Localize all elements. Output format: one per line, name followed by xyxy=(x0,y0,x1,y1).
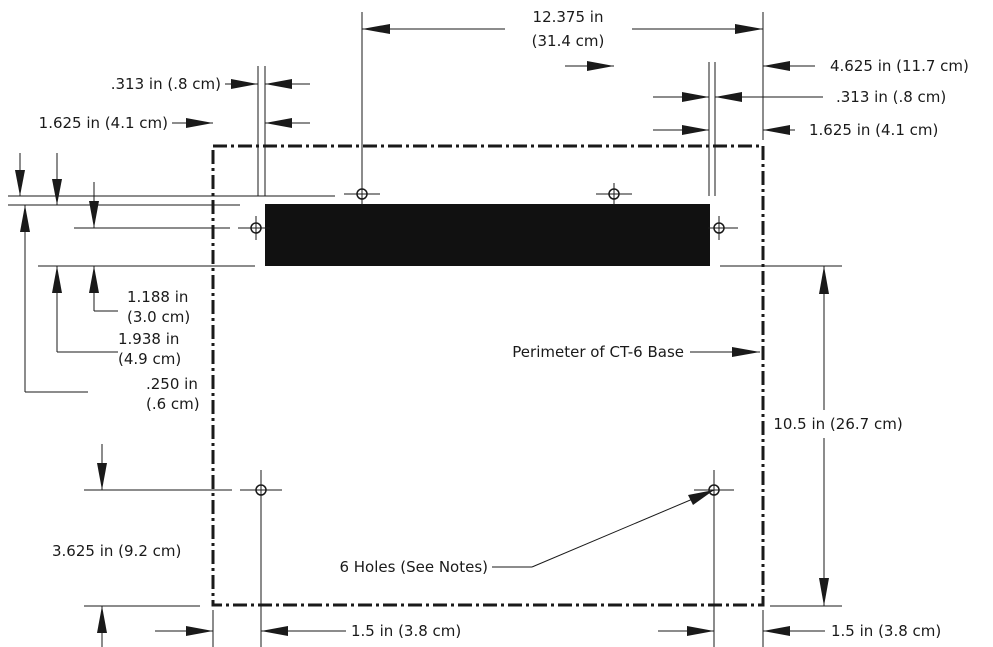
dimension-labels: 12.375 in (31.4 cm) .313 in (.8 cm) 1.62… xyxy=(39,8,969,640)
label-3625: 3.625 in (9.2 cm) xyxy=(52,542,181,560)
label-bottom-right-15: 1.5 in (3.8 cm) xyxy=(831,622,941,640)
label-height-105: 10.5 in (26.7 cm) xyxy=(773,415,902,433)
label-250-in: .250 in xyxy=(146,375,198,393)
mounting-bar xyxy=(265,204,710,266)
label-right-4625: 4.625 in (11.7 cm) xyxy=(830,57,969,75)
label-top-width-in: 12.375 in xyxy=(533,8,604,26)
hole-bottom-left xyxy=(240,470,282,510)
label-top-width-cm: (31.4 cm) xyxy=(532,32,605,50)
dimension-lines xyxy=(15,24,829,647)
hole-top-right xyxy=(596,183,632,205)
hole-top-left xyxy=(344,183,380,205)
label-1188-in: 1.188 in xyxy=(127,288,188,306)
base-perimeter xyxy=(211,144,765,607)
label-right-313: .313 in (.8 cm) xyxy=(836,88,946,106)
label-left-1625: 1.625 in (4.1 cm) xyxy=(39,114,168,132)
hole-bar-left xyxy=(238,216,270,240)
label-holes: 6 Holes (See Notes) xyxy=(339,558,488,576)
label-1938-cm: (4.9 cm) xyxy=(118,350,181,368)
label-250-cm: (.6 cm) xyxy=(146,395,200,413)
label-perimeter: Perimeter of CT-6 Base xyxy=(512,343,684,361)
label-1938-in: 1.938 in xyxy=(118,330,179,348)
hole-bar-right xyxy=(708,216,738,240)
label-bottom-left-15: 1.5 in (3.8 cm) xyxy=(351,622,461,640)
extension-lines xyxy=(8,12,842,647)
label-right-1625: 1.625 in (4.1 cm) xyxy=(809,121,938,139)
label-left-313: .313 in (.8 cm) xyxy=(111,75,221,93)
mounting-holes xyxy=(238,183,738,510)
label-1188-cm: (3.0 cm) xyxy=(127,308,190,326)
